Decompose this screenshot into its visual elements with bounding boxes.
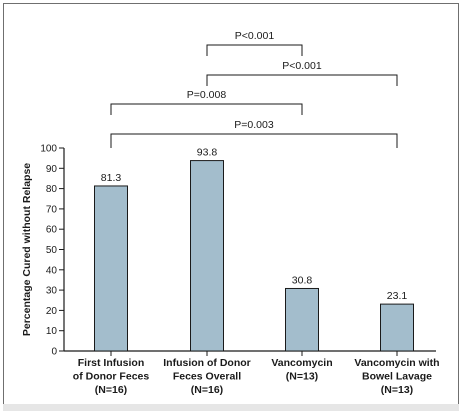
y-tick-label: 40 [46, 265, 58, 276]
category-label: First Infusion of Donor Feces(N=16) [73, 357, 150, 396]
y-tick-label: 0 [51, 347, 57, 358]
p-value-label: P=0.003 [234, 119, 274, 131]
p-value-label: P<0.001 [282, 60, 322, 72]
bar-value-label: 81.3 [101, 172, 122, 184]
category-label-line: of Donor Feces [73, 371, 150, 383]
category-label-line: Vancomycin [271, 357, 332, 369]
significance-bracket: P=0.008 [110, 89, 303, 115]
category-label-line: Vancomycin with [354, 357, 439, 369]
category-label-line: (N=16) [191, 384, 223, 396]
category-label-line: (N=13) [286, 371, 318, 383]
bracket-line [206, 44, 303, 56]
category-label-line: Bowel Lavage [362, 371, 432, 383]
bar [285, 287, 319, 352]
bar-value-label: 93.8 [197, 147, 218, 159]
y-tick-label: 70 [46, 204, 58, 215]
p-value-label: P<0.001 [235, 30, 275, 42]
category-label-line: (N=13) [381, 384, 413, 396]
y-tick-label: 60 [46, 225, 58, 236]
bracket-line [206, 74, 398, 86]
category-label-line: Feces Overall [173, 371, 241, 383]
bar [94, 185, 128, 352]
label-layer: 81.3 93.8 30.8 23.1 First Infusion of Donor F… [73, 147, 440, 396]
category-label-line: (N=16) [95, 384, 127, 396]
category-label: Vancomycin (N=13) [271, 357, 332, 383]
significance-bracket: P<0.001 [206, 60, 398, 86]
bar-layer [94, 160, 414, 352]
bottom-strip [3, 404, 459, 411]
bar-value-label: 30.8 [292, 274, 313, 286]
category-label-line: Infusion of Donor [163, 357, 250, 369]
bar [190, 160, 224, 352]
bracket-line [110, 103, 303, 115]
bar [380, 303, 414, 352]
p-value-label: P=0.008 [187, 89, 227, 101]
category-label: Infusion of Donor Feces Overall(N=16) [163, 357, 250, 396]
bar-value-label: 23.1 [387, 290, 408, 302]
significance-bracket: P=0.003 [110, 119, 398, 148]
bracket-layer: P<0.001 P<0.001 P=0.008 P=0.003 [110, 30, 398, 148]
y-tick-label: 30 [46, 286, 58, 297]
y-tick-label: 50 [46, 245, 58, 256]
axis-layer: 0 10 20 30 40 50 60 70 80 90 100 Percentage Cured w… [21, 144, 436, 358]
y-tick-label: 80 [46, 184, 58, 195]
y-axis-title: Percentage Cured without Relapse [21, 163, 33, 336]
y-tick-label: 20 [46, 306, 58, 317]
y-tick-label: 100 [40, 144, 57, 155]
category-label-line: First Infusion [78, 357, 145, 369]
significance-bracket: P<0.001 [206, 30, 303, 56]
y-tick-label: 90 [46, 164, 58, 175]
y-tick-label: 10 [46, 326, 58, 337]
bracket-line [110, 133, 398, 148]
category-label: Vancomycin with Bowel Lavage(N=13) [354, 357, 439, 396]
